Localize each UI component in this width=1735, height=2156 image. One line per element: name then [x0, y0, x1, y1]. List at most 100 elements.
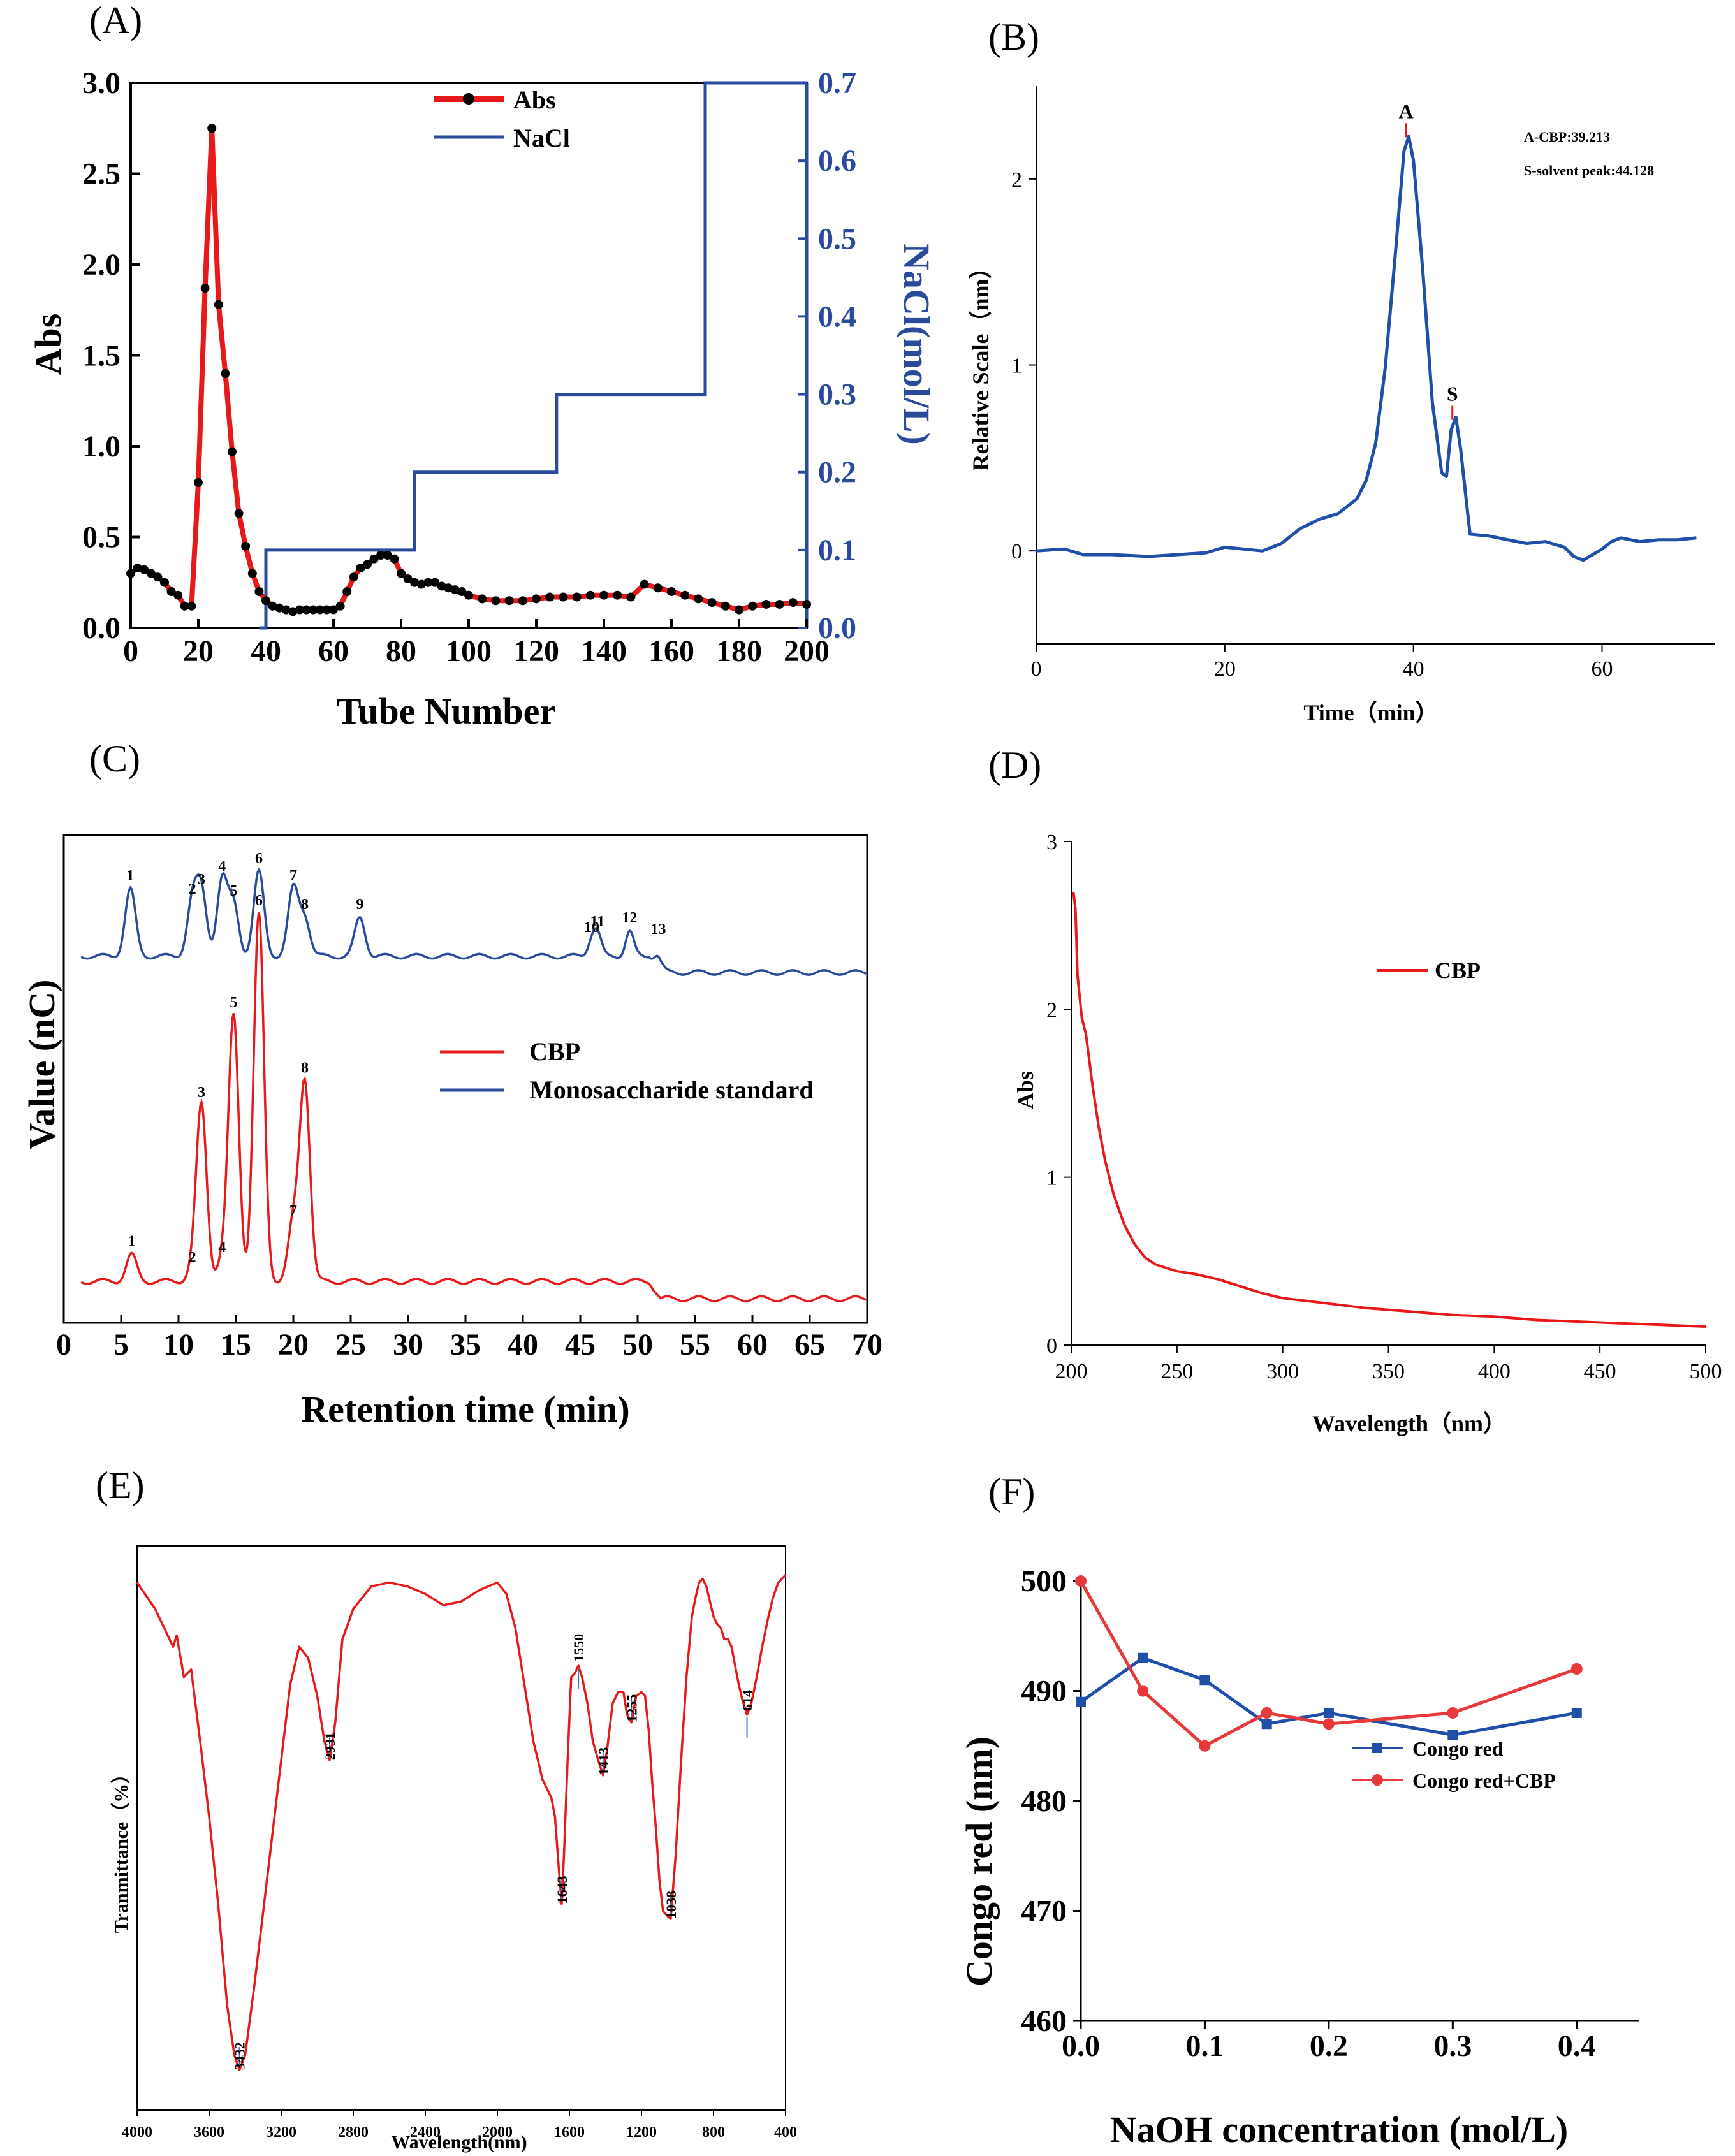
x-tick-label-e: 400 [774, 2124, 797, 2141]
abs-point [383, 551, 392, 560]
x-tick-label-e: 2000 [482, 2124, 513, 2141]
panel-label-b: (B) [988, 16, 1039, 58]
y-tick-label-f: 490 [1021, 1675, 1067, 1708]
x-axis-title-a: Tube Number [337, 690, 556, 732]
x-tick-label-b: 60 [1592, 657, 1613, 681]
y-tick-label-b: 2 [1011, 168, 1022, 192]
y-tick-label-f: 470 [1021, 1895, 1067, 1928]
x-tick-label-c: 0 [56, 1328, 71, 1362]
x-axis-title-b: Time（min） [1303, 700, 1438, 725]
abs-point [585, 590, 595, 600]
peak-label-e: 1550 [571, 1634, 587, 1662]
abs-point [146, 569, 156, 578]
y-axis-title-b: Relative Scale（nm） [968, 256, 993, 471]
y-tick-label-a: 2.5 [82, 157, 121, 191]
peak-label-cbp: 2 [189, 1249, 196, 1266]
x-tick-label-c: 20 [278, 1328, 309, 1362]
abs-point [640, 579, 649, 589]
legend-marker-abs [463, 93, 474, 105]
congo-red-point [1199, 1675, 1210, 1686]
congo-red-point [1571, 1708, 1582, 1718]
abs-point [559, 592, 568, 602]
legend-label-congo-cbp: Congo red+CBP [1412, 1769, 1556, 1792]
x-tick-label-c: 65 [794, 1328, 825, 1362]
peak-label-e: 1255 [624, 1694, 640, 1723]
y2-tick-label-a: 0.5 [818, 222, 856, 256]
plot-frame-e [136, 1545, 786, 2111]
peak-label-cbp: 7 [289, 1202, 297, 1219]
y-axis-title-d: Abs [1013, 1071, 1038, 1109]
abs-point [478, 594, 487, 604]
abs-point [464, 590, 473, 600]
abs-point [295, 605, 304, 615]
panel-f: (F) Congo red (nm) NaOH concentration (m… [880, 1453, 1735, 2156]
abs-point [403, 574, 413, 584]
abs-point [173, 590, 183, 600]
x-tick-label-e: 1600 [554, 2124, 585, 2141]
legend-c: CBP Monosaccharide standard [440, 1037, 814, 1104]
y-tick-label-d: 2 [1046, 998, 1057, 1022]
x-tick-label-d: 500 [1690, 1360, 1722, 1383]
x-tick-label-a: 60 [318, 634, 349, 668]
x-tick-label-c: 25 [335, 1328, 366, 1362]
panel-e: (E) Tranmittance（%） Wavelength(nm) 4000 3… [0, 1453, 880, 2156]
legend-label-cbp: CBP [529, 1037, 580, 1066]
peak-label-e: 3432 [231, 2042, 247, 2070]
gpc-trace [1036, 135, 1697, 562]
cbp-trace [80, 911, 867, 1302]
abs-point [491, 596, 501, 606]
legend-label-nacl: NaCl [513, 124, 570, 152]
x-tick-label-e: 3200 [266, 2124, 296, 2141]
abs-point [261, 596, 270, 606]
abs-point [626, 592, 636, 602]
peak-label-standard: 7 [289, 868, 297, 884]
panel-d: (D) Abs Wavelength（nm） CBP 200 250 300 350 4… [880, 733, 1735, 1453]
abs-point [140, 565, 149, 574]
x-tick-label-c: 15 [221, 1328, 251, 1362]
abs-point [214, 300, 223, 309]
peak-label-cbp: 1 [128, 1233, 135, 1249]
x-tick-label-d: 450 [1584, 1360, 1616, 1383]
x-tick-label-c: 70 [852, 1328, 882, 1362]
panel-label-e: (E) [96, 1464, 145, 1506]
panel-b: (B) Relative Scale（nm） Time（min） A-CBP:3… [874, 0, 1735, 733]
legend-label-abs: Abs [513, 85, 556, 114]
y-tick-label-a: 3.0 [82, 66, 121, 100]
peak-label-standard: 1 [126, 868, 134, 884]
x-tick-label-f: 0.4 [1558, 2029, 1596, 2063]
abs-point [680, 590, 690, 600]
y2-tick-label-a: 0.4 [818, 300, 856, 333]
legend-label-congo: Congo red [1412, 1737, 1504, 1760]
x-tick-label-d: 200 [1055, 1360, 1088, 1383]
abs-point [545, 592, 555, 602]
abs-point [200, 284, 210, 293]
peak-label-e: 1643 [554, 1876, 570, 1904]
panel-a: (A) Abs NaCl(mol/L) Tube Number Abs NaCl… [0, 0, 937, 733]
abs-point [309, 605, 318, 615]
abs-point [423, 578, 433, 587]
abs-point [194, 478, 203, 487]
abs-point [376, 551, 386, 560]
x-tick-label-e: 800 [702, 2124, 725, 2141]
x-tick-label-a: 80 [386, 634, 416, 668]
abs-point [322, 605, 332, 615]
abs-point [653, 583, 663, 593]
abs-point [247, 569, 257, 578]
abs-point [707, 598, 717, 608]
uv-trace [1072, 891, 1706, 1328]
annotation-a-cbp: A-CBP:39.213 [1524, 129, 1610, 145]
peak-label-e: 2931 [322, 1732, 338, 1760]
abs-point [369, 554, 379, 564]
x-tick-label-f: 0.1 [1185, 2029, 1224, 2063]
x-tick-label-c: 30 [393, 1328, 423, 1362]
peak-label-cbp: 5 [230, 994, 237, 1011]
x-tick-label-c: 55 [680, 1328, 710, 1362]
congo-red-cbp-point [1137, 1685, 1149, 1697]
x-tick-label-e: 4000 [122, 2124, 152, 2141]
chart-e: (E) Tranmittance（%） Wavelength(nm) 4000 3… [96, 1464, 797, 2153]
x-tick-label-a: 180 [716, 634, 762, 668]
peak-label-standard: 10 [584, 919, 599, 936]
x-tick-label-e: 2800 [338, 2124, 369, 2141]
x-axis-title-e: Wavelength(nm) [391, 2132, 527, 2153]
abs-point [166, 587, 176, 596]
